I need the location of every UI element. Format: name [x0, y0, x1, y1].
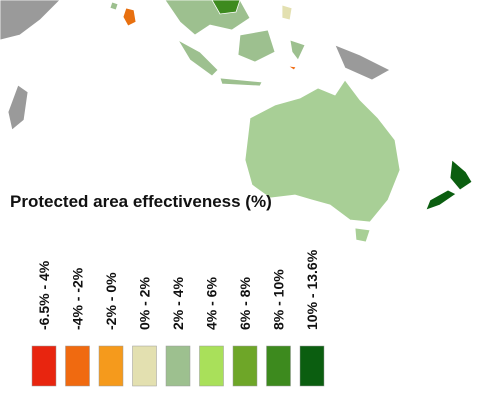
legend-swatch: [65, 345, 90, 387]
legend-label: 10% - 13.6%: [304, 249, 320, 330]
legend-label: 6% - 8%: [237, 277, 253, 330]
legend-label: 4% - 6%: [204, 277, 220, 330]
map: [0, 0, 473, 243]
java: [219, 77, 263, 87]
legend-swatch: [165, 345, 191, 387]
legend-swatch: [299, 345, 325, 387]
india: [0, 0, 61, 41]
legend-swatch: [31, 345, 57, 387]
borneo: [237, 29, 276, 63]
timor: [287, 65, 297, 71]
tasmania: [354, 227, 371, 243]
legend-swatch: [199, 345, 224, 387]
madagascar: [7, 84, 29, 131]
legend-swatch: [232, 345, 258, 387]
legend-title: Protected area effectiveness (%): [10, 192, 272, 211]
new-zealand: [425, 159, 473, 211]
sri-lanka: [122, 7, 137, 27]
sulawesi: [289, 39, 306, 61]
legend-label: 2% - 4%: [170, 277, 186, 330]
sumatra: [176, 38, 219, 77]
legend-swatch: [132, 345, 157, 387]
cambodia: [211, 0, 241, 15]
new-guinea: [334, 44, 391, 81]
legend-label: -4% - -2%: [70, 267, 86, 330]
legend-swatch: [98, 345, 124, 387]
legend-label: 0% - 2%: [137, 277, 153, 330]
legend: -6.5% - 4% -4% - -2% -2% - 0% 0% - 2% 2% - 4…: [31, 249, 325, 387]
legend-label: 8% - 10%: [271, 269, 287, 330]
laos: [281, 4, 293, 21]
legend-swatch: [266, 345, 291, 387]
legend-label: -2% - 0%: [103, 272, 119, 330]
australia: [244, 79, 401, 223]
legend-label: -6.5% - 4%: [36, 260, 52, 330]
sri-lanka-small: [109, 1, 119, 11]
